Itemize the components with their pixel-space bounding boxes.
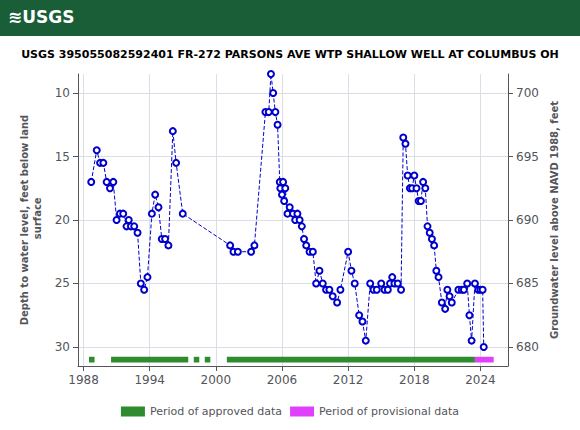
svg-text:685: 685 <box>516 276 539 290</box>
svg-text:1994: 1994 <box>134 373 165 387</box>
svg-text:15: 15 <box>55 150 70 164</box>
svg-text:30: 30 <box>55 340 70 354</box>
svg-text:USGS 395055082592401 FR-272 PA: USGS 395055082592401 FR-272 PARSONS AVE … <box>21 48 559 61</box>
svg-text:2000: 2000 <box>201 373 232 387</box>
svg-text:1988: 1988 <box>68 373 99 387</box>
svg-text:Depth to water level, feet bel: Depth to water level, feet below land <box>19 115 30 326</box>
svg-text:surface: surface <box>32 197 43 243</box>
svg-text:695: 695 <box>516 150 539 164</box>
svg-text:700: 700 <box>516 86 539 100</box>
svg-text:20: 20 <box>55 213 70 227</box>
svg-text:25: 25 <box>55 276 70 290</box>
svg-text:690: 690 <box>516 213 539 227</box>
svg-text:2012: 2012 <box>333 373 364 387</box>
svg-text:Period of provisional data: Period of provisional data <box>319 405 459 418</box>
svg-text:Groundwater level above NAVD 1: Groundwater level above NAVD 1988, feet <box>549 101 560 339</box>
svg-text:Period of approved data: Period of approved data <box>150 405 282 418</box>
svg-text:2024: 2024 <box>465 373 496 387</box>
svg-text:2018: 2018 <box>399 373 430 387</box>
svg-text:10: 10 <box>55 86 70 100</box>
svg-text:2006: 2006 <box>267 373 298 387</box>
svg-text:680: 680 <box>516 340 539 354</box>
svg-text:≋USGS: ≋USGS <box>8 7 75 27</box>
